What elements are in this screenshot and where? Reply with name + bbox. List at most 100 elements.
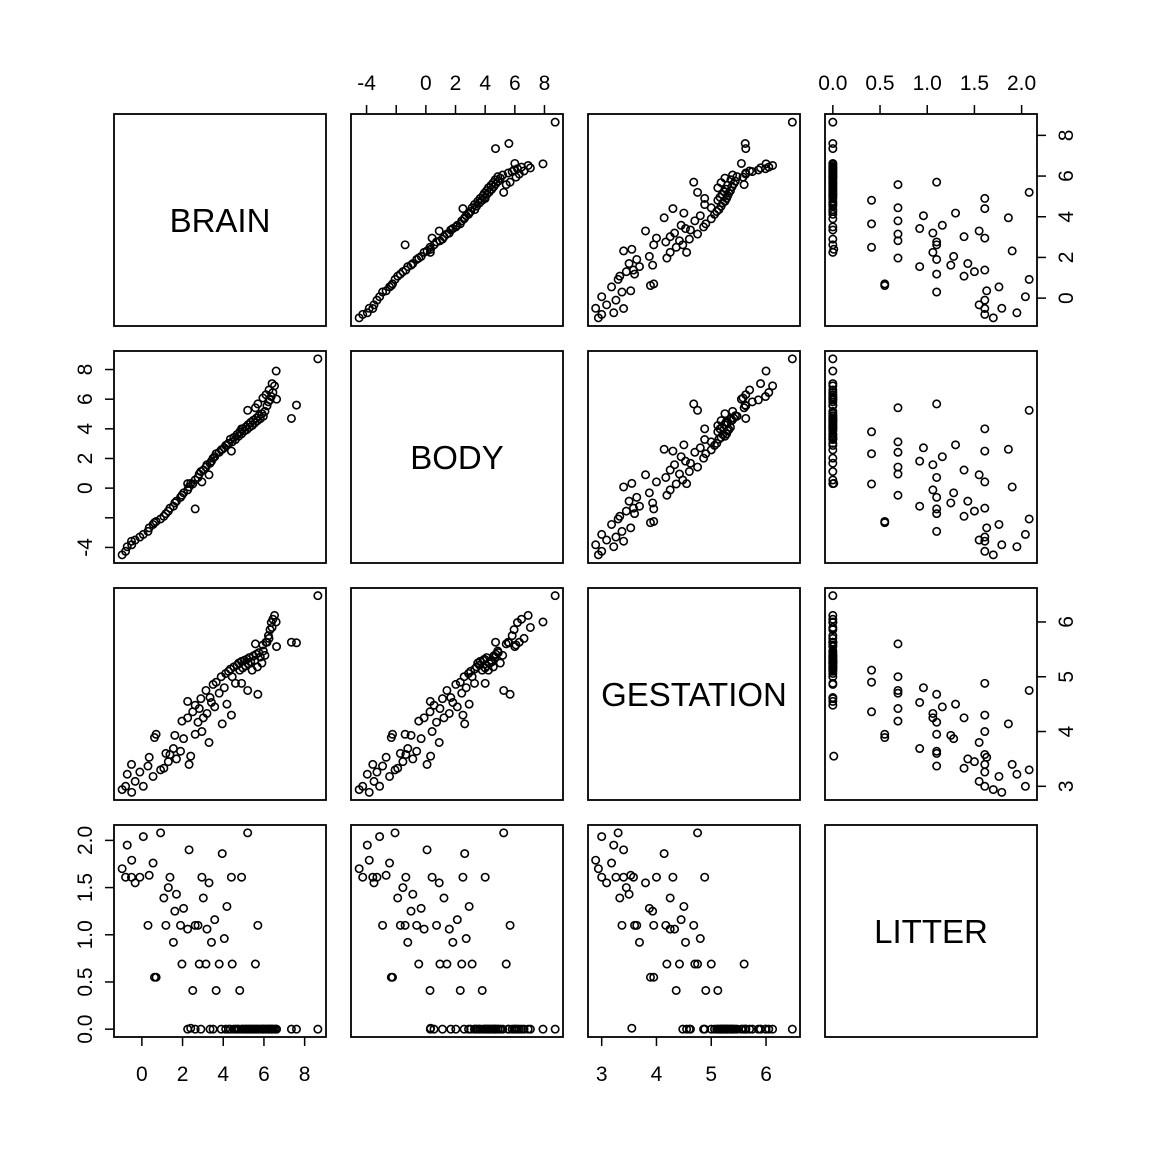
data-point <box>649 279 659 289</box>
data-point <box>226 446 236 456</box>
data-point <box>739 959 749 969</box>
data-point <box>286 413 296 423</box>
data-point <box>700 435 710 445</box>
data-point <box>932 746 942 756</box>
data-point <box>369 776 379 786</box>
data-point <box>237 424 247 434</box>
data-point <box>170 906 180 916</box>
data-point <box>427 872 437 882</box>
data-point <box>250 959 260 969</box>
data-point <box>665 485 675 495</box>
data-point <box>372 767 382 777</box>
data-point <box>828 617 838 627</box>
data-point <box>624 259 634 269</box>
data-point <box>286 1024 296 1034</box>
data-point <box>893 685 903 695</box>
data-point <box>459 1024 469 1034</box>
data-point <box>519 1024 529 1034</box>
tick-label: 2 <box>177 1063 189 1086</box>
data-point <box>980 233 990 243</box>
data-point <box>661 920 671 930</box>
data-point <box>659 849 669 859</box>
data-point <box>645 972 655 982</box>
data-point <box>161 920 171 930</box>
tick-label: 0.5 <box>74 967 97 996</box>
data-point <box>291 1024 301 1034</box>
data-point <box>475 198 485 208</box>
data-point <box>193 920 203 930</box>
data-point <box>946 498 956 508</box>
tick-label: 0 <box>136 1063 148 1086</box>
data-point <box>651 477 661 487</box>
data-point <box>828 400 838 410</box>
data-point <box>135 872 145 882</box>
data-point <box>644 488 654 498</box>
data-point <box>393 893 403 903</box>
data-point <box>701 219 711 229</box>
data-point <box>151 516 161 526</box>
data-point <box>828 139 838 149</box>
data-point <box>609 840 619 850</box>
data-point <box>271 366 281 376</box>
data-point <box>828 413 838 423</box>
data-point <box>525 1024 535 1034</box>
data-point <box>477 985 487 995</box>
data-point <box>932 240 942 250</box>
data-point <box>980 309 990 319</box>
data-point <box>538 1024 548 1034</box>
data-point <box>665 893 675 903</box>
tick-label: 8 <box>74 364 97 376</box>
data-point <box>951 440 961 450</box>
data-point <box>685 1024 695 1034</box>
data-point <box>665 465 675 475</box>
data-point <box>190 920 200 930</box>
data-point <box>893 462 903 472</box>
data-point <box>893 437 903 447</box>
data-point <box>928 708 938 718</box>
data-point <box>121 546 131 556</box>
data-point <box>151 972 161 982</box>
data-point <box>214 688 224 698</box>
data-point <box>501 959 511 969</box>
axis-top-body: -4 0 2 4 6 8 <box>357 72 550 114</box>
data-point <box>151 729 161 739</box>
data-point <box>828 642 838 652</box>
data-point <box>190 504 200 514</box>
scatter-panel-body-vs-litter <box>824 350 1038 564</box>
data-point <box>701 985 711 995</box>
data-point <box>427 233 437 243</box>
data-point <box>1024 405 1034 415</box>
data-point <box>630 269 640 279</box>
data-point <box>951 208 961 218</box>
data-point <box>437 694 447 704</box>
panel-border <box>113 113 327 327</box>
data-point <box>649 240 659 250</box>
data-point <box>422 845 432 855</box>
data-point <box>918 443 928 453</box>
data-point <box>915 224 925 234</box>
data-point <box>732 172 742 182</box>
data-point <box>253 399 263 409</box>
panel-border <box>113 587 327 801</box>
data-point <box>385 771 395 781</box>
data-point <box>591 303 601 313</box>
panel-border <box>350 350 564 564</box>
data-point <box>690 959 700 969</box>
data-point <box>959 465 969 475</box>
scatter-panel-litter-vs-body <box>350 824 564 1038</box>
data-point <box>997 787 1007 797</box>
data-point <box>713 985 723 995</box>
tick-label: 0.0 <box>74 1015 97 1044</box>
data-point <box>728 170 738 180</box>
tick-label: 4 <box>479 72 491 95</box>
data-point <box>630 509 640 519</box>
data-point <box>122 542 132 552</box>
data-point <box>932 717 942 727</box>
data-point <box>170 498 180 508</box>
data-point <box>458 710 468 720</box>
tick-label: 8 <box>539 72 551 95</box>
data-point <box>932 177 942 187</box>
data-point <box>753 395 763 405</box>
data-point <box>982 286 992 296</box>
data-point <box>211 985 221 995</box>
